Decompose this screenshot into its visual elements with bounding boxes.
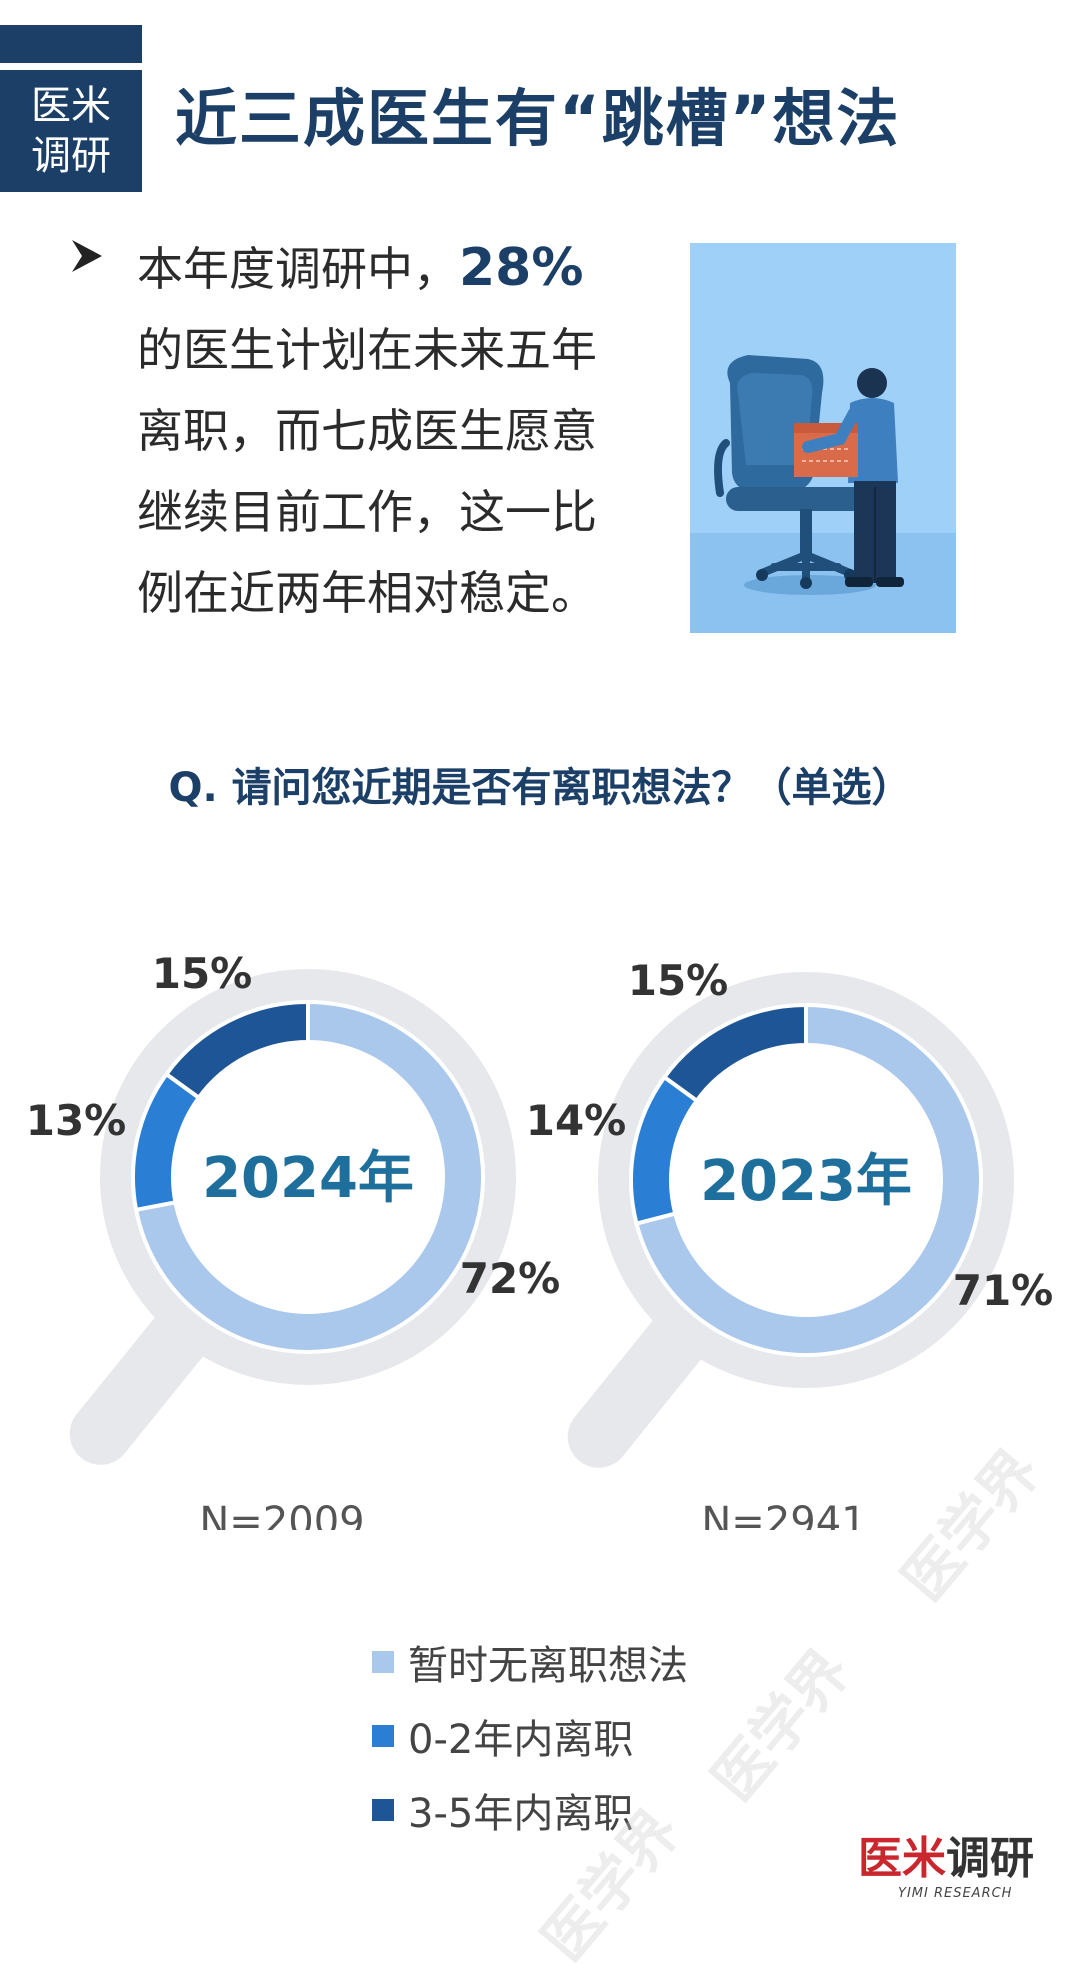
donut-segment-0-2 <box>163 999 310 1101</box>
header-accent-bar <box>0 25 142 63</box>
legend-item-no-plan: 暂时无离职想法 <box>372 1625 688 1699</box>
donut-chart-pair: 2024年 72% 13% 15% N=2009 2023年 71% 14% 15% N=2941 <box>26 949 1054 1530</box>
arrowhead-icon <box>72 240 102 272</box>
intro-highlight: 28% <box>459 238 584 298</box>
donut-segment-1-0 <box>634 1002 983 1357</box>
legend-label: 暂时无离职想法 <box>408 1643 688 1689</box>
watermark: 医学界 <box>698 1636 863 1814</box>
survey-question: Q. 请问您近期是否有离职想法？（单选） <box>168 765 912 811</box>
donut-chart-0: 2024年 72% 13% 15% N=2009 <box>26 949 561 1530</box>
intro-paragraph: 本年度调研中，28% 的医生计划在未来五年离职，而七成医生愿意继续目前工作，这一比… <box>137 228 607 634</box>
brand-logo: 医米调研 YIMI RESEARCH <box>858 1822 1048 1901</box>
donut-chart-1: 2023年 71% 14% 15% N=2941 <box>526 956 1054 1530</box>
logo-red-text: 医米 <box>858 1833 946 1884</box>
page-title: 近三成医生有“跳槽”想法 <box>175 82 901 155</box>
legend-label: 3-5年内离职 <box>408 1791 634 1837</box>
donut-segment-0-0 <box>133 999 485 1354</box>
donut-segment-1-2 <box>661 1002 808 1104</box>
logo-subtitle: YIMI RESEARCH <box>898 1886 1013 1901</box>
donut-center-label-1: 2023年 <box>700 1149 912 1214</box>
data-label-1-1: 14% <box>526 1096 627 1145</box>
data-label-0-1: 13% <box>26 1096 127 1145</box>
legend-item-3-5-years: 3-5年内离职 <box>372 1773 688 1847</box>
badge-line-1: 医米 <box>31 83 111 129</box>
brand-badge: 医米 调研 <box>0 70 142 192</box>
logo-dark-text: 调研 <box>946 1833 1034 1884</box>
legend-swatch <box>372 1725 394 1747</box>
badge-line-2: 调研 <box>31 133 111 179</box>
legend-swatch <box>372 1651 394 1673</box>
magnifier-ring <box>598 972 1014 1388</box>
sample-size-1: N=2941 <box>701 1499 866 1530</box>
data-label-0-2: 15% <box>152 949 253 998</box>
intro-text-before: 本年度调研中， <box>137 242 459 296</box>
magnifier-handle <box>69 1301 214 1465</box>
intro-text-after: 的医生计划在未来五年离职，而七成医生愿意继续目前工作，这一比例在近两年相对稳定。 <box>137 323 597 620</box>
data-label-1-2: 15% <box>628 956 729 1005</box>
legend-label: 0-2年内离职 <box>408 1717 634 1763</box>
data-label-0-0: 72% <box>460 1254 561 1303</box>
legend-item-0-2-years: 0-2年内离职 <box>372 1699 688 1773</box>
sample-size-0: N=2009 <box>199 1499 364 1530</box>
office-chair-person-icon <box>690 243 956 633</box>
legend-swatch <box>372 1799 394 1821</box>
magnifier-handle <box>567 1304 712 1468</box>
magnifier-ring <box>100 969 516 1385</box>
donut-center-label-0: 2024年 <box>202 1146 414 1211</box>
data-label-1-0: 71% <box>953 1266 1054 1315</box>
legend: 暂时无离职想法 0-2年内离职 3-5年内离职 <box>372 1625 688 1847</box>
